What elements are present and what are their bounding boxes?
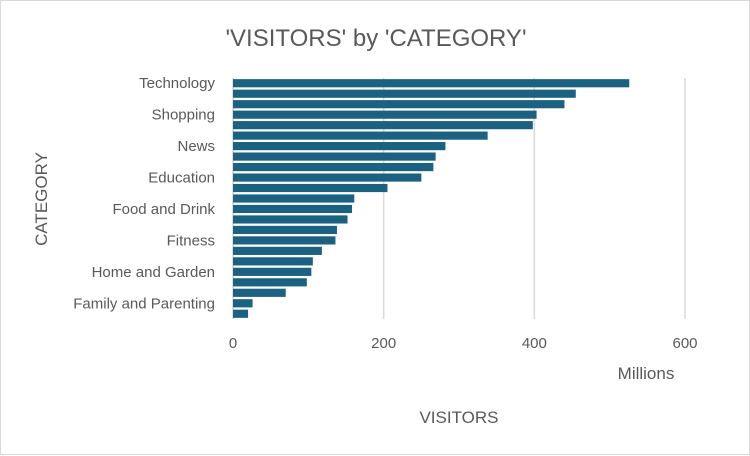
category-label: Food and Drink: [112, 201, 215, 218]
bar: [233, 288, 286, 297]
bar: [233, 162, 434, 172]
category-label: News: [177, 138, 215, 155]
x-units-label: Millions: [618, 364, 675, 383]
bar: [233, 79, 630, 88]
bar: [233, 121, 533, 130]
bars: [233, 79, 630, 318]
category-label: Shopping: [152, 107, 215, 124]
bar: [233, 152, 436, 161]
bar: [233, 142, 446, 151]
bar: [233, 309, 249, 318]
x-tick-label: 200: [371, 335, 396, 352]
category-label: Technology: [139, 75, 215, 92]
bar: [233, 278, 307, 287]
bar: [233, 89, 576, 98]
bar: [233, 100, 565, 109]
bar: [233, 299, 253, 308]
bar: [233, 246, 322, 255]
chart-title: 'VISITORS' by 'CATEGORY': [225, 25, 526, 52]
x-tick-label: 400: [522, 335, 547, 352]
bar: [233, 173, 422, 182]
bar: [233, 267, 312, 276]
x-axis-title: VISITORS: [419, 408, 498, 427]
x-tick-labels: 0 200 400 600: [229, 335, 698, 352]
x-tick-label: 600: [672, 335, 697, 352]
bar: [233, 194, 355, 203]
category-labels: Technology Shopping News Education Food and …: [73, 75, 215, 312]
category-label: Education: [148, 170, 215, 187]
category-label: Home and Garden: [92, 264, 215, 281]
bar: [233, 236, 336, 245]
bar: [233, 215, 348, 224]
bar: [233, 131, 488, 140]
category-label: Family and Parenting: [73, 295, 215, 312]
bar: [233, 183, 388, 193]
bar: [233, 204, 353, 214]
x-tick-label: 0: [229, 335, 237, 352]
bar: [233, 257, 313, 266]
category-label: Fitness: [167, 232, 215, 249]
y-axis-title: CATEGORY: [32, 152, 51, 246]
bar: [233, 225, 337, 235]
bar: [233, 110, 537, 119]
